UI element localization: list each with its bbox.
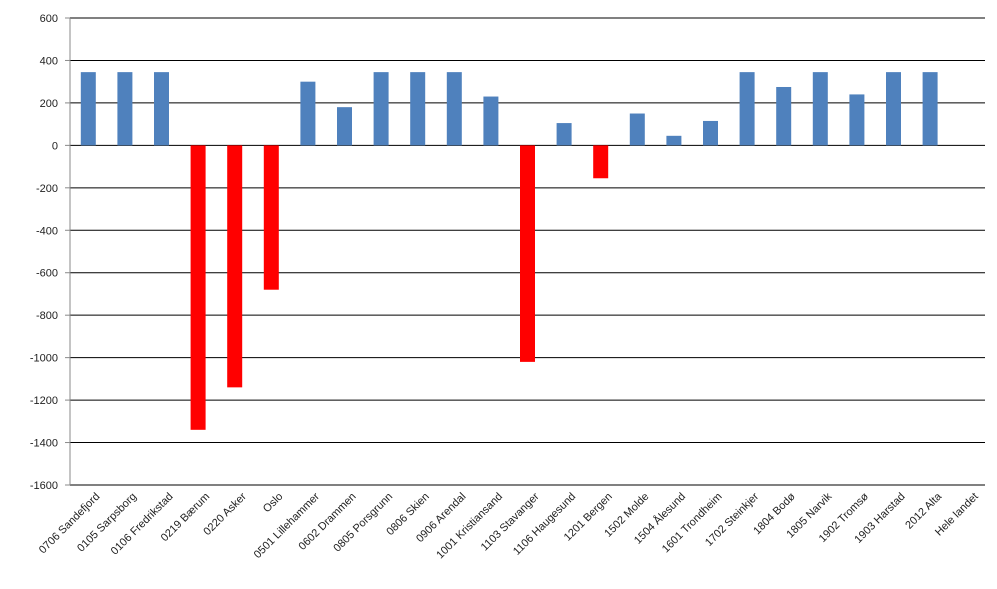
bar	[410, 72, 426, 146]
bar	[556, 123, 572, 146]
y-tick-label: -1000	[30, 353, 58, 365]
y-tick-label: -400	[36, 225, 58, 237]
x-tick-label: 0106 Fredrikstad	[109, 491, 176, 558]
bar	[263, 145, 279, 290]
bar	[300, 81, 316, 146]
bar	[922, 72, 938, 146]
bar	[849, 94, 865, 146]
bar	[483, 96, 499, 146]
y-tick-label: 0	[52, 140, 58, 152]
x-tick-label: 1106 Haugesund	[511, 491, 578, 558]
bar	[446, 72, 462, 146]
bar	[520, 145, 535, 362]
bar	[666, 135, 682, 146]
x-tick-label: 1001 Kristiansand	[434, 491, 505, 562]
y-tick-label: -1200	[30, 395, 58, 407]
bar	[154, 72, 169, 146]
y-tick-label: -800	[36, 310, 58, 322]
bar	[190, 145, 206, 430]
bar	[629, 113, 645, 146]
bar	[776, 86, 792, 146]
y-tick-label: 400	[40, 55, 58, 67]
x-tick-label: 0501 Lillehammer	[252, 490, 323, 561]
y-axis-ticks: 600 400 200 0 -200 -400 -600 -800 -1000 -1200 -140…	[30, 13, 70, 492]
bar	[337, 107, 352, 146]
y-tick-label: -600	[36, 268, 58, 280]
bar	[703, 120, 718, 146]
x-tick-label: Oslo	[261, 491, 285, 515]
y-tick-label: 600	[40, 13, 58, 25]
bar	[117, 72, 133, 146]
bar	[886, 72, 901, 146]
y-tick-label: -200	[36, 183, 58, 195]
bar	[80, 72, 96, 146]
bar	[812, 72, 828, 146]
bar	[373, 72, 389, 146]
bar	[227, 145, 243, 388]
x-tick-label: 0706 Sandefjord	[37, 491, 103, 557]
y-tick-label: -1400	[30, 438, 58, 450]
y-tick-label: 200	[40, 98, 58, 110]
bar	[593, 145, 609, 179]
bars	[80, 72, 938, 430]
y-tick-label: -1600	[30, 480, 58, 492]
bar	[739, 72, 755, 146]
